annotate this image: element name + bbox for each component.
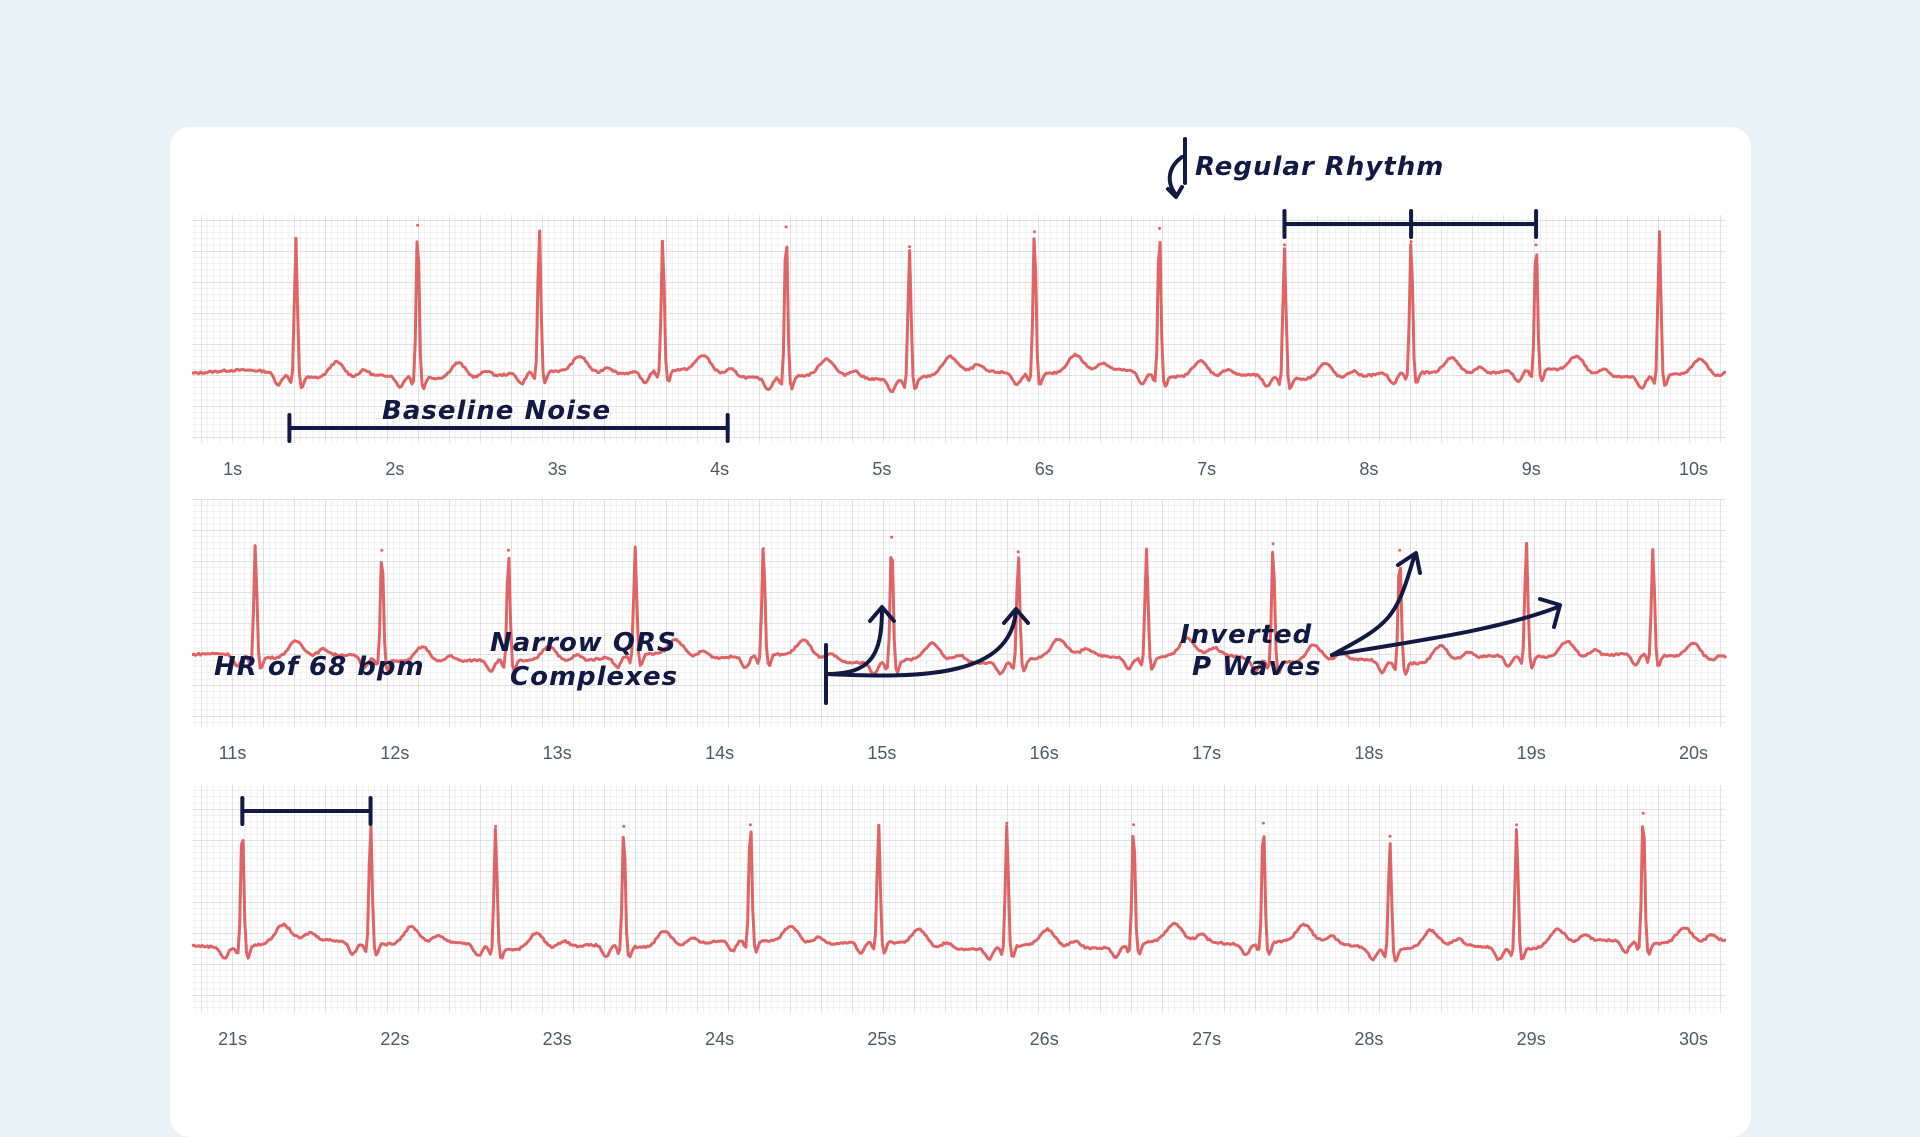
x-tick-label: 17s	[1192, 743, 1221, 763]
r-peak-point	[1016, 550, 1020, 554]
r-peak-point	[1641, 811, 1645, 815]
r-peak-point	[890, 535, 894, 539]
r-peak-point	[633, 550, 637, 554]
x-tick-label: 9s	[1522, 459, 1541, 479]
regular-rhythm-label: Regular Rhythm	[1195, 152, 1444, 182]
x-tick-label: 15s	[867, 743, 896, 763]
x-tick-label: 30s	[1679, 1029, 1708, 1049]
narrow-qrs-label-line1: Narrow QRS	[490, 628, 677, 658]
r-peak-point	[622, 824, 626, 828]
x-tick-label: 7s	[1197, 459, 1216, 479]
r-peak-point	[1524, 543, 1528, 547]
annotation-layer: Regular Rhythm Baseline Noise Narrow QRS…	[214, 137, 1562, 826]
r-peak-point	[1005, 821, 1009, 825]
baseline-noise-annotation: Baseline Noise	[287, 396, 730, 443]
r-peak-point	[1145, 548, 1148, 552]
ecg-grid	[192, 215, 1726, 443]
r-peak-point	[507, 548, 510, 552]
x-tick-label: 26s	[1030, 1029, 1059, 1049]
r-peak-point	[416, 223, 420, 227]
x-tick-label: 2s	[385, 459, 404, 479]
hr-annotation: HR of 68 bpm	[214, 652, 425, 826]
narrow-qrs-label-line2: Complexes	[510, 662, 678, 692]
regular-rhythm-curl-arrow	[1166, 155, 1184, 199]
x-tick-label: 8s	[1359, 459, 1378, 479]
r-peak-point	[1132, 823, 1135, 827]
r-peak-point	[1657, 230, 1661, 234]
r-peak-point	[253, 545, 257, 549]
regular-rhythm-annotation: Regular Rhythm	[1166, 137, 1539, 239]
inverted-p-arrow-2	[1330, 597, 1562, 657]
r-peak-point	[877, 824, 881, 828]
ecg-trace	[191, 229, 1727, 394]
r-peak-point	[494, 824, 498, 828]
baseline-noise-label: Baseline Noise	[382, 396, 611, 426]
x-tick-label: 28s	[1354, 1029, 1383, 1049]
ecg-strip-3: 21s 22s 23s 24s 25s 26s 27s 28s 29s 30s	[191, 785, 1727, 1049]
x-tick-label: 13s	[543, 743, 572, 763]
baseline-noise-bracket	[287, 413, 730, 443]
r-peak-point	[1534, 243, 1538, 247]
r-peak-point	[1271, 542, 1275, 546]
x-tick-label: 3s	[548, 459, 567, 479]
inverted-p-label-line2: P Waves	[1192, 652, 1322, 682]
x-tick-label: 24s	[705, 1029, 734, 1049]
x-tick-label: 29s	[1517, 1029, 1546, 1049]
x-tick-label: 12s	[380, 743, 409, 763]
r-peak-point	[1261, 821, 1265, 825]
r-peak-point	[1651, 550, 1655, 554]
x-tick-label: 23s	[543, 1029, 572, 1049]
x-tick-label: 18s	[1354, 743, 1383, 763]
r-peak-point	[1409, 240, 1413, 244]
r-peak-point	[1283, 243, 1286, 247]
r-peak-point	[294, 236, 298, 240]
ecg-strip-2: 11s 12s 13s 14s 15s 16s 17s 18s 19s 20s	[191, 499, 1728, 763]
x-tick-label: 20s	[1679, 743, 1708, 763]
x-tick-label: 27s	[1192, 1029, 1221, 1049]
x-tick-label: 21s	[218, 1029, 247, 1049]
x-tick-label: 1s	[223, 459, 242, 479]
regular-rhythm-bracket	[1282, 209, 1539, 239]
ecg-card: 1s 2s 3s 4s 5s 6s 7s 8s 9s 10s 11s 12s 13s 14s 15s 16s 1…	[170, 127, 1751, 1137]
ecg-grid	[192, 499, 1726, 727]
x-tick-label: 10s	[1679, 459, 1708, 479]
inverted-p-arrow-1	[1330, 551, 1422, 657]
hr-label: HR of 68 bpm	[214, 652, 425, 682]
inverted-p-label-line1: Inverted	[1180, 620, 1312, 650]
narrow-qrs-arrow-2	[824, 607, 1030, 678]
ecg-trace	[191, 541, 1728, 676]
x-tick-label: 19s	[1517, 743, 1546, 763]
r-peak-point	[784, 225, 788, 229]
ecg-strip-1: 1s 2s 3s 4s 5s 6s 7s 8s 9s 10s	[191, 215, 1727, 479]
r-peak-point	[1033, 230, 1036, 234]
x-tick-label: 22s	[380, 1029, 409, 1049]
x-tick-label: 6s	[1035, 459, 1054, 479]
x-tick-label: 16s	[1030, 743, 1059, 763]
x-tick-label: 25s	[867, 1029, 896, 1049]
narrow-qrs-annotation: Narrow QRS Complexes	[490, 605, 1030, 705]
r-peak-point	[1388, 834, 1392, 838]
r-peak-point	[908, 245, 911, 249]
x-tick-label: 4s	[710, 459, 729, 479]
r-peak-point	[380, 548, 384, 552]
x-tick-label: 5s	[872, 459, 891, 479]
r-peak-point	[1158, 227, 1161, 230]
r-peak-point	[537, 230, 541, 234]
inverted-p-annotation: Inverted P Waves	[1180, 551, 1562, 682]
ecg-trace	[191, 823, 1727, 963]
r-peak-point	[1398, 548, 1402, 552]
r-peak-point	[1515, 823, 1519, 827]
hr-bracket	[240, 796, 373, 826]
r-peak-point	[748, 823, 752, 827]
r-peak-point	[661, 240, 665, 244]
r-peak-point	[761, 547, 765, 551]
x-tick-label: 11s	[219, 743, 247, 763]
x-tick-label: 14s	[705, 743, 734, 763]
ecg-grid	[192, 785, 1726, 1013]
